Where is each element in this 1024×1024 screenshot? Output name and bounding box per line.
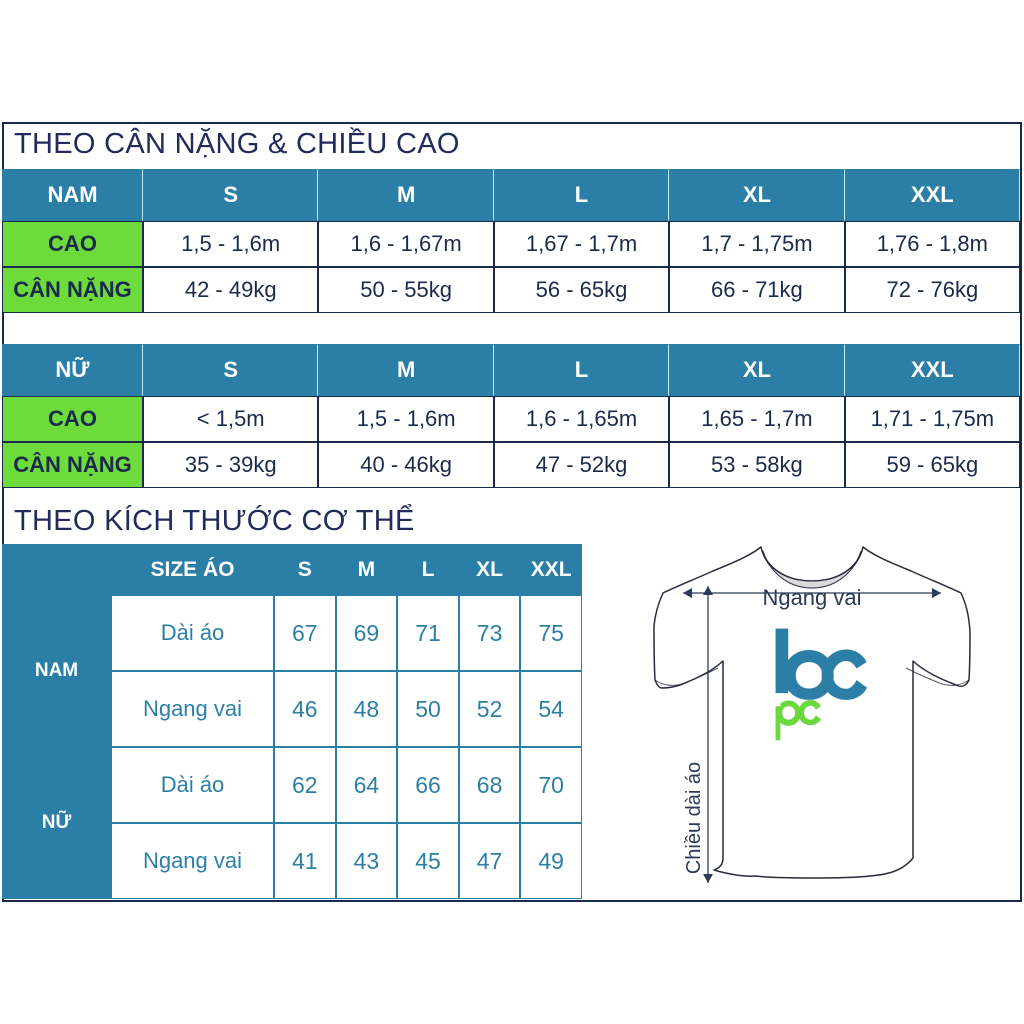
svg-text:Ngang vai: Ngang vai [762, 585, 861, 610]
svg-text:Chiều dài áo: Chiều dài áo [683, 762, 705, 874]
